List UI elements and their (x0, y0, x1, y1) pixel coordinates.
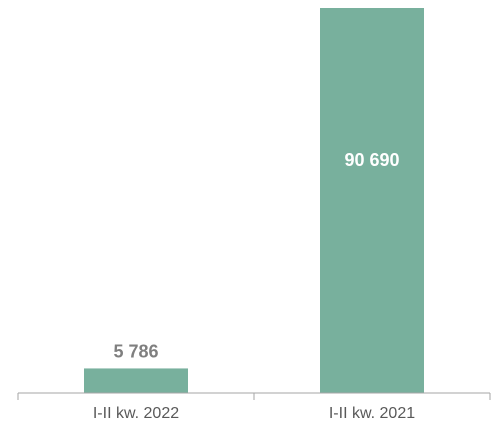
x-axis-tick-label: I-II kw. 2021 (329, 405, 415, 422)
x-axis-ticks (17, 393, 491, 400)
bar-value-label: 5 786 (113, 341, 158, 361)
value-labels-group: 5 786 90 690 (113, 150, 399, 362)
bar (84, 368, 188, 393)
x-axis-tick-label: I-II kw. 2022 (93, 405, 179, 422)
bar (320, 8, 424, 393)
bars-group (84, 8, 424, 393)
x-axis-tick-labels: I-II kw. 2022 I-II kw. 2021 (93, 405, 415, 422)
bar-value-label: 90 690 (344, 150, 399, 170)
